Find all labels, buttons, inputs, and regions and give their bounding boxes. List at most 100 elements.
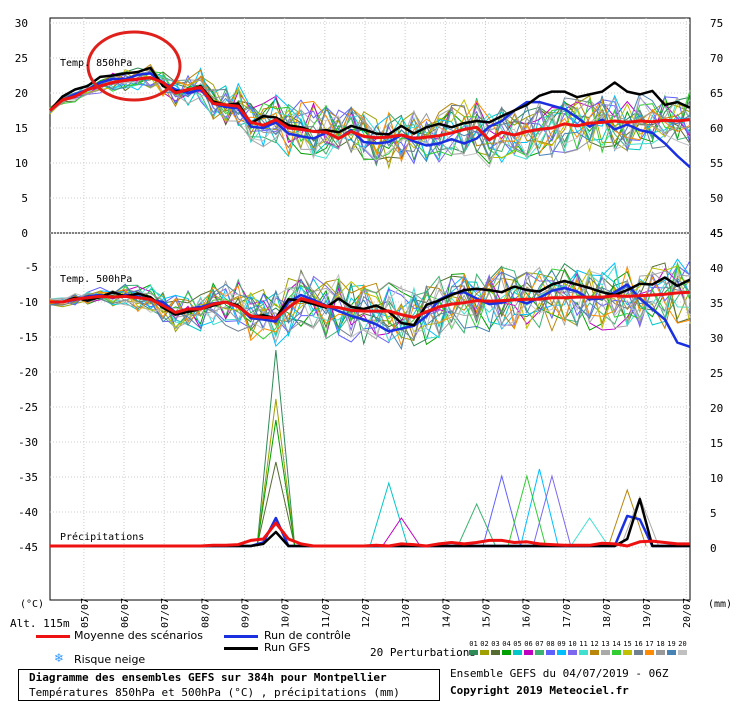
perturbation-legend-item: 14 — [611, 640, 622, 655]
y-tick-right: 75 — [710, 17, 723, 30]
perturbation-precip — [256, 349, 296, 547]
perturbation-precip — [607, 488, 647, 547]
perturbation-swatch — [612, 650, 621, 655]
x-tick-label: 19/07 — [642, 598, 653, 628]
x-tick-label: 08/07 — [200, 598, 211, 628]
perturbation-legend-item: 10 — [567, 640, 578, 655]
legend-control-swatch — [224, 635, 258, 638]
y-tick-left: -35 — [18, 471, 38, 484]
y-tick-left: -10 — [18, 296, 38, 309]
y-tick-right: 35 — [710, 297, 723, 310]
perturbation-legend: 01 02 03 04 05 06 07 08 09 10 11 12 13 14 15 16 17 18 19 20 — [468, 640, 692, 660]
legend-perturbations-label: 20 Perturbations — [370, 646, 476, 659]
perturbation-legend-item: 19 — [666, 640, 677, 655]
panel-title: Temp. 850hPa — [60, 58, 132, 69]
y-tick-right: 45 — [710, 227, 723, 240]
perturbation-precip — [620, 495, 660, 547]
perturbation-line-850 — [49, 73, 691, 162]
perturbation-precip — [570, 517, 609, 547]
perturbation-legend-item: 06 — [523, 640, 534, 655]
perturbation-precip — [256, 398, 296, 547]
y-tick-left: -40 — [18, 506, 38, 519]
x-tick-label: 10/07 — [281, 598, 292, 628]
perturbation-legend-item: 17 — [644, 640, 655, 655]
y-tick-right: 15 — [710, 437, 723, 450]
perturbation-legend-item: 09 — [556, 640, 567, 655]
legend-gfs-label: Run GFS — [264, 641, 311, 654]
perturbation-precip — [256, 461, 296, 547]
y-tick-right: 0 — [710, 542, 717, 555]
x-tick-label: 06/07 — [120, 598, 131, 628]
x-tick-label: 12/07 — [361, 598, 372, 628]
perturbation-legend-item: 13 — [600, 640, 611, 655]
legend-gfs-swatch — [224, 647, 258, 650]
legend-control-label: Run de contrôle — [264, 629, 351, 642]
perturbation-precip — [482, 474, 522, 547]
y-tick-left: 5 — [21, 192, 28, 205]
perturbation-legend-item: 03 — [490, 640, 501, 655]
perturbation-precip — [382, 517, 421, 547]
perturbation-precip — [520, 468, 559, 547]
info-box: Diagramme des ensembles GEFS sur 384h po… — [18, 669, 440, 701]
series-line-mean — [50, 290, 691, 320]
lower-panel-frame — [49, 232, 691, 601]
perturbation-line-500 — [49, 269, 691, 338]
perturbation-legend-item: 18 — [655, 640, 666, 655]
perturbation-swatch — [480, 650, 489, 655]
y-tick-right: 20 — [710, 402, 723, 415]
perturbation-legend-item: 11 — [578, 640, 589, 655]
y-tick-left: -20 — [18, 366, 38, 379]
perturbation-legend-item: 05 — [512, 640, 523, 655]
y-tick-right: 25 — [710, 367, 723, 380]
perturbation-legend-item: 20 — [677, 640, 688, 655]
y-tick-right: 5 — [710, 507, 717, 520]
perturbation-swatch — [579, 650, 588, 655]
y-tick-left: -25 — [18, 401, 38, 414]
y-tick-left: -15 — [18, 331, 38, 344]
y-tick-left: 25 — [15, 52, 28, 65]
y-tick-left: 15 — [15, 122, 28, 135]
snow-icon: ❄ — [54, 651, 65, 665]
y-tick-left: 20 — [15, 87, 28, 100]
perturbation-swatch — [645, 650, 654, 655]
x-tick-label: 15/07 — [481, 598, 492, 628]
info-title: Diagramme des ensembles GEFS sur 384h po… — [29, 671, 387, 684]
perturbation-legend-item: 16 — [633, 640, 644, 655]
series-line-mean — [50, 521, 690, 548]
y-tick-right: 50 — [710, 192, 723, 205]
perturbation-precip — [507, 474, 547, 547]
perturbation-precip — [256, 419, 296, 547]
series-line-gfs — [50, 497, 690, 548]
right-unit-label: (mm) — [708, 599, 733, 610]
highlight-ellipse — [86, 30, 182, 102]
x-tick-label: 05/07 — [80, 598, 91, 628]
x-tick-label: 14/07 — [441, 598, 452, 628]
perturbation-line-850 — [49, 71, 691, 170]
y-tick-right: 70 — [710, 52, 723, 65]
x-tick-label: 16/07 — [522, 598, 533, 628]
y-tick-right: 45 — [710, 227, 723, 240]
y-tick-right: 55 — [710, 157, 723, 170]
x-tick-label: 17/07 — [562, 598, 573, 628]
run-info: Ensemble GEFS du 04/07/2019 - 06Z — [450, 667, 669, 680]
x-tick-label: 11/07 — [321, 598, 332, 628]
perturbation-legend-item: 15 — [622, 640, 633, 655]
perturbation-swatch — [491, 650, 500, 655]
y-tick-right: 60 — [710, 122, 723, 135]
perturbation-swatch — [557, 650, 566, 655]
y-tick-left: -5 — [25, 261, 38, 274]
perturbation-swatch — [623, 650, 632, 655]
altitude-label: Alt. 115m — [10, 617, 70, 630]
perturbation-swatch — [568, 650, 577, 655]
y-tick-left: -30 — [18, 436, 38, 449]
y-tick-right: 30 — [710, 332, 723, 345]
perturbation-precip — [532, 474, 572, 547]
legend-snow-label: Risque neige — [74, 653, 146, 666]
perturbation-legend-item: 12 — [589, 640, 600, 655]
perturbation-swatch — [667, 650, 676, 655]
y-tick-right: 40 — [710, 262, 723, 275]
copyright: Copyright 2019 Meteociel.fr — [450, 684, 629, 697]
x-tick-label: 20/07 — [682, 598, 693, 628]
x-tick-label: 13/07 — [401, 598, 412, 628]
